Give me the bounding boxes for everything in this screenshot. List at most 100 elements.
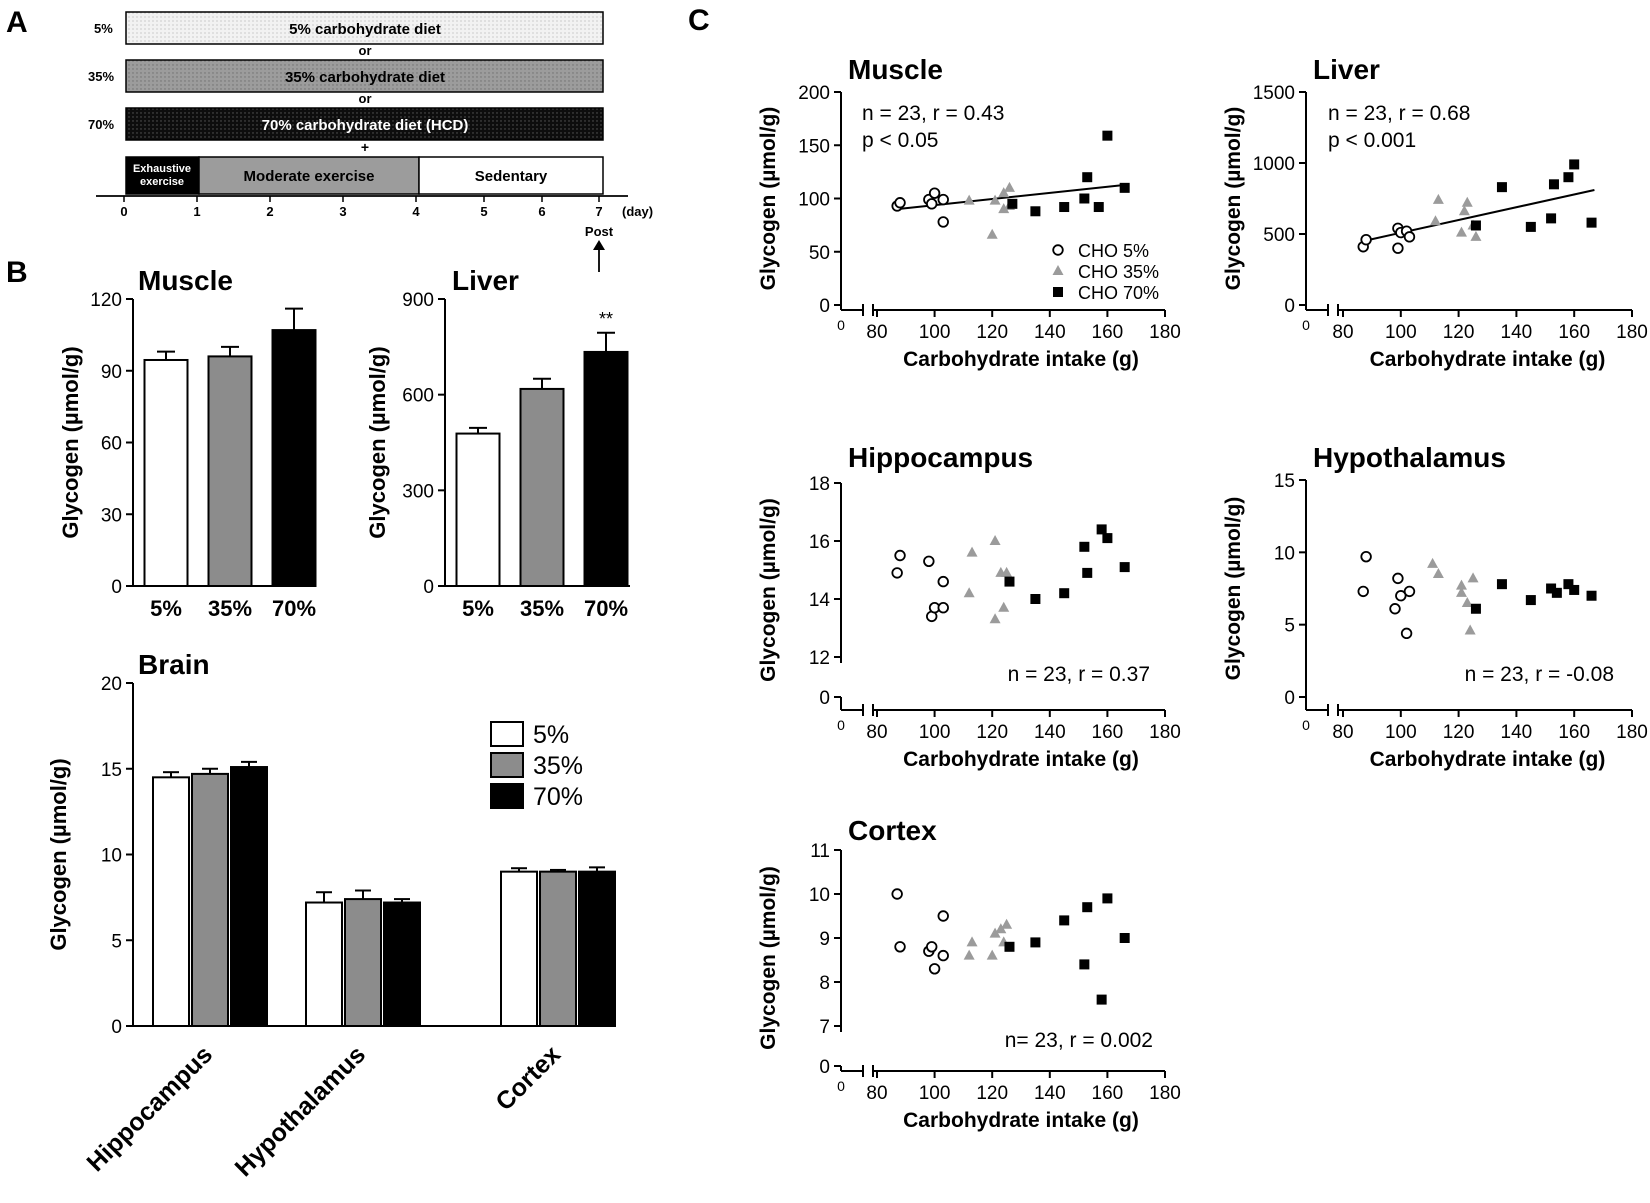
data-point (1389, 603, 1401, 615)
data-point (1586, 590, 1597, 601)
bar (230, 766, 268, 1027)
y-tick-label: 10 (809, 885, 830, 906)
y-tick-label: 30 (101, 505, 122, 526)
data-point (989, 613, 1001, 624)
data-point (1119, 182, 1130, 193)
data-point (937, 216, 949, 228)
x-axis-label: Carbohydrate intake (g) (903, 1109, 1139, 1132)
day-ticks: 0 1 2 3 4 5 6 7 (120, 196, 603, 219)
data-point (1470, 603, 1481, 614)
data-point (926, 198, 938, 210)
x-tick-label: 160 (1558, 322, 1590, 343)
data-point (1586, 217, 1597, 228)
y-axis-label: Glycogen (µmol/g) (1222, 107, 1245, 291)
x-zero-label: 0 (837, 317, 845, 333)
x-tick-label: 5% (150, 596, 182, 621)
significance-mark: ** (599, 309, 613, 329)
data-point (1119, 933, 1130, 943)
x-axis-label: Carbohydrate intake (g) (1370, 748, 1606, 771)
or-label-1: or (359, 43, 372, 58)
data-point (1569, 584, 1580, 595)
x-tick-label: 80 (866, 722, 887, 743)
legend-marker (1053, 287, 1063, 297)
y-tick-label: 500 (1263, 225, 1295, 246)
legend-label: CHO 5% (1078, 241, 1149, 261)
legend-swatch (490, 752, 524, 778)
panel-label-b: B (6, 256, 28, 289)
chart-title: Cortex (848, 815, 937, 846)
data-point (1432, 568, 1444, 579)
y-tick-label: 8 (819, 973, 830, 994)
data-point (928, 187, 941, 199)
post-arrow-head (593, 240, 605, 250)
data-point (1030, 206, 1041, 217)
x-tick-label: 70% (584, 596, 628, 621)
chart-title: Liver (452, 265, 519, 296)
x-tick-label: 35% (208, 596, 252, 621)
data-point (928, 963, 941, 975)
chart-title: Brain (138, 649, 210, 680)
data-point (1102, 130, 1113, 141)
x-tick-label: 70% (272, 596, 316, 621)
data-point (891, 567, 903, 579)
bar (344, 898, 382, 1028)
y-tick-label: 15 (101, 760, 122, 781)
data-point (963, 949, 975, 960)
y-tick-label: 18 (809, 474, 830, 495)
x-tick-label: 180 (1149, 722, 1181, 743)
bar (191, 772, 229, 1028)
data-point (1563, 172, 1574, 183)
protocol-schematic: 5% 5% carbohydrate diet or 35% 35% carbo… (88, 11, 653, 272)
data-point (1007, 198, 1018, 209)
x-tick-label: 80 (1332, 322, 1353, 343)
data-point (1360, 550, 1372, 563)
stats-text: n = 23, r = 0.43 (862, 102, 1004, 125)
diet-label-5: 5% carbohydrate diet (289, 21, 441, 38)
x-tick-label: 140 (1501, 722, 1533, 743)
data-point (1093, 202, 1104, 213)
x-axis-label: Carbohydrate intake (g) (903, 748, 1139, 771)
scatter-chart-c_hypothalamus: Hypothalamus Glycogen (µmol/g) 00 5 10 15 80 10… (1222, 442, 1648, 771)
chart-title: Hippocampus (848, 442, 1033, 473)
y-axis-label: Glycogen (µmol/g) (757, 498, 780, 682)
panel-label-a: A (6, 6, 28, 39)
stats-text: p < 0.05 (862, 129, 938, 152)
bar-chart-b_liver: Liver Glycogen (µmol/g) 0 300 600 900 5% 35% 70%… (365, 265, 630, 621)
data-point (1096, 524, 1107, 535)
data-point (966, 936, 978, 947)
y-tick-label: 900 (402, 290, 434, 311)
x-tick-label: 180 (1149, 322, 1181, 343)
chart-title: Muscle (138, 265, 233, 296)
data-point (1082, 567, 1093, 578)
data-point (963, 587, 975, 598)
data-point (986, 228, 998, 239)
data-point (1102, 533, 1113, 544)
data-point (989, 535, 1001, 545)
y-tick-label: 1500 (1253, 83, 1295, 104)
data-point (1569, 159, 1580, 170)
data-point (1079, 541, 1090, 552)
data-point (1551, 587, 1562, 598)
plus-label: + (361, 139, 369, 155)
y-tick-label: 10 (101, 846, 122, 867)
y-axis-label: Glycogen (µmol/g) (757, 866, 780, 1050)
scatter-chart-c_cortex: Cortex Glycogen (µmol/g) 0 7 8 9 10 11 0 80 100 120… (757, 815, 1181, 1132)
y-tick-label: 20 (101, 674, 122, 695)
data-point (1096, 994, 1107, 1005)
x-tick-label: 100 (919, 1083, 951, 1104)
data-point (1546, 583, 1557, 594)
bar (455, 432, 501, 587)
data-point (1546, 213, 1557, 224)
data-point (963, 194, 975, 205)
phase-sedentary (418, 156, 604, 195)
x-tick-label: 80 (866, 1083, 887, 1104)
data-point (1059, 915, 1070, 926)
diet-tag-70: 70% (88, 117, 114, 132)
data-point (1461, 596, 1473, 607)
x-tick-label: 180 (1616, 322, 1648, 343)
data-point (998, 203, 1010, 214)
x-zero-label: 0 (1302, 317, 1310, 333)
x-zero-label: 0 (837, 717, 845, 733)
x-tick-label: 100 (1385, 322, 1417, 343)
